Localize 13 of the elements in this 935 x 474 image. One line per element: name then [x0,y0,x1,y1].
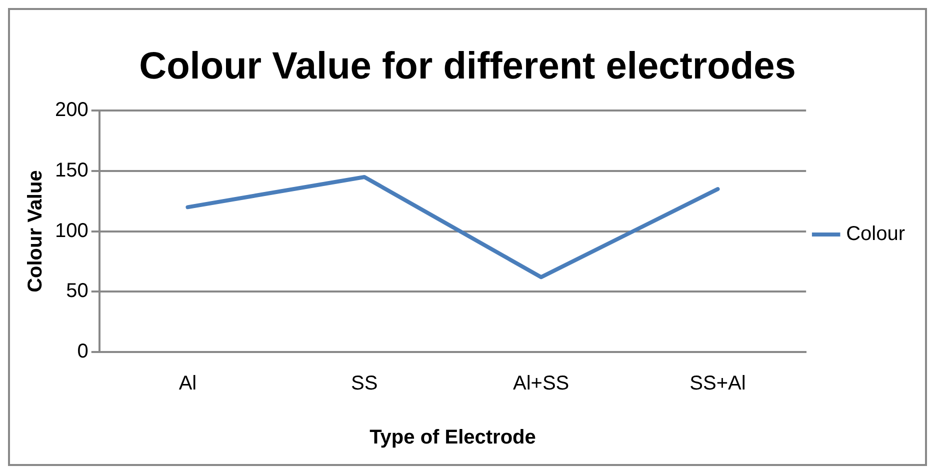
y-tick-label: 0 [77,340,88,363]
x-tick-label: SS+Al [690,372,746,395]
x-axis-title: Type of Electrode [370,426,536,449]
y-tick-label: 200 [54,99,88,122]
y-axis-title: Colour Value [24,170,47,292]
x-tick-label: Al [178,372,197,395]
x-tick-label: Al+SS [512,372,570,395]
x-tick-label: SS [351,372,378,395]
y-tick-label: 50 [66,280,88,302]
y-tick-label: 100 [54,220,88,242]
y-tick-label: 150 [54,159,88,182]
chart-title: Colour Value for different electrodes [139,45,796,88]
legend-label: Colour [846,223,906,246]
